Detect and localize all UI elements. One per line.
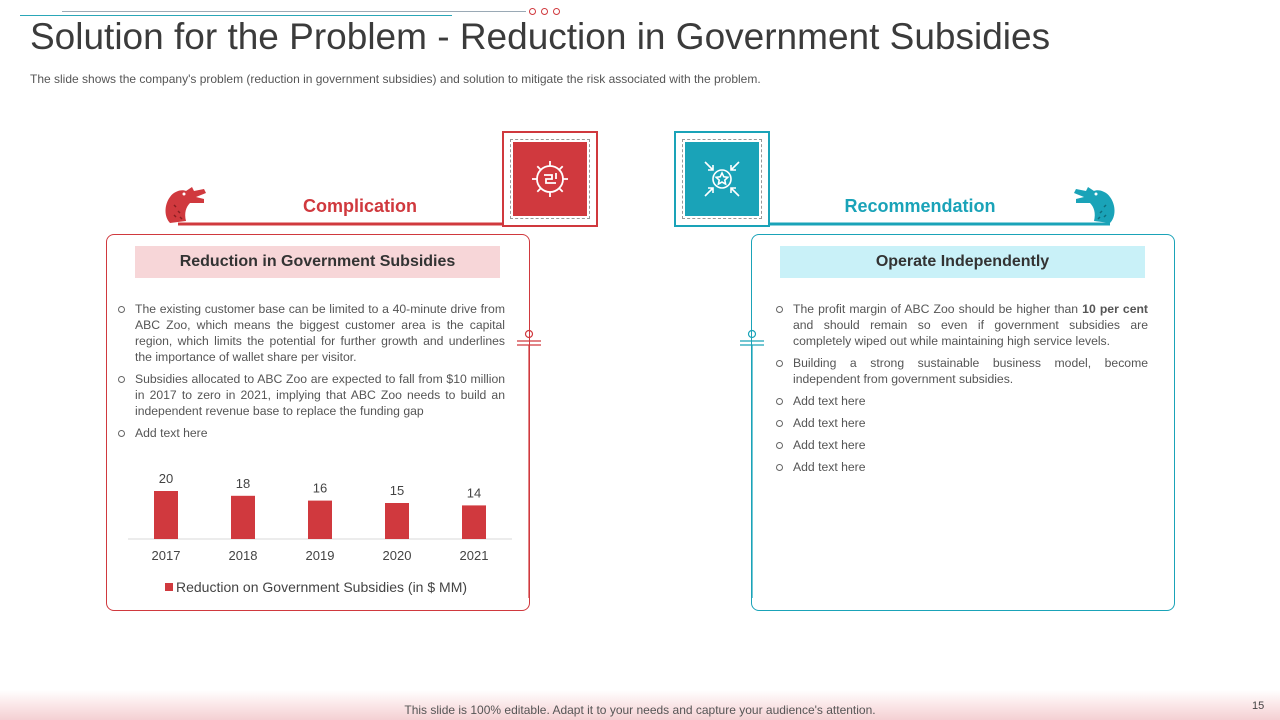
bar-value-label: 20	[159, 471, 173, 486]
crocodile-icon	[1074, 187, 1115, 223]
x-tick-label: 2019	[306, 548, 335, 563]
list-item: Add text here	[773, 437, 1148, 453]
slide-subtitle: The slide shows the company's problem (r…	[30, 72, 761, 86]
header-rule	[62, 11, 526, 12]
list-item: Add text here	[773, 459, 1148, 475]
x-tick-label: 2020	[383, 548, 412, 563]
complication-icon-box	[502, 131, 598, 227]
recommendation-label: Operate Independently	[780, 246, 1145, 278]
x-tick-label: 2021	[460, 548, 489, 563]
chart-bar	[154, 491, 178, 539]
header-dot	[553, 8, 560, 15]
bar-value-label: 14	[467, 485, 481, 500]
recommendation-heading: Recommendation	[844, 196, 996, 216]
x-tick-label: 2017	[152, 548, 181, 563]
slide-title: Solution for the Problem - Reduction in …	[30, 16, 1051, 57]
x-tick-label: 2018	[229, 548, 258, 563]
list-item: Subsidies allocated to ABC Zoo are expec…	[115, 371, 505, 419]
chart-bar	[462, 505, 486, 539]
list-item: Building a strong sustainable business m…	[773, 355, 1148, 387]
header-dot	[529, 8, 536, 15]
subsidy-bar-chart: 20 2017 18 2018 16 2019 15 2020 14 2021 Reduction…	[128, 471, 512, 595]
list-item: Add text here	[115, 425, 505, 441]
bullet-text: and should remain so even if government …	[793, 318, 1148, 348]
footer-text: This slide is 100% editable. Adapt it to…	[404, 703, 876, 717]
recommendation-icon-box	[674, 131, 770, 227]
header-accent-rule	[20, 15, 452, 16]
list-item: The existing customer base can be limite…	[115, 301, 505, 365]
bar-value-label: 16	[313, 481, 327, 496]
bullet-text: The profit margin of ABC Zoo should be h…	[793, 302, 1083, 316]
chart-bar	[385, 503, 409, 539]
chart-bar	[231, 495, 255, 539]
list-item: The profit margin of ABC Zoo should be h…	[773, 301, 1148, 349]
chart-bar	[308, 500, 332, 539]
complication-bullets: The existing customer base can be limite…	[115, 301, 505, 447]
complication-heading: Complication	[302, 196, 417, 216]
list-item: Add text here	[773, 415, 1148, 431]
page-number: 15	[1252, 700, 1265, 712]
bar-value-label: 18	[236, 476, 250, 491]
legend-swatch	[165, 583, 173, 591]
complication-label: Reduction in Government Subsidies	[135, 246, 500, 278]
header-dot	[541, 8, 548, 15]
recommendation-panel	[751, 234, 1175, 611]
crocodile-icon	[165, 187, 206, 223]
recommendation-bullets: The profit margin of ABC Zoo should be h…	[773, 301, 1148, 481]
gear-maze-icon	[513, 142, 587, 216]
complication-panel	[106, 234, 530, 611]
legend-label: Reduction on Government Subsidies (in $ …	[176, 579, 467, 595]
bar-value-label: 15	[390, 483, 404, 498]
footer-band	[0, 690, 1280, 720]
star-arrows-icon	[685, 142, 759, 216]
list-item: Add text here	[773, 393, 1148, 409]
bullet-bold-text: 10 per cent	[1082, 302, 1148, 316]
